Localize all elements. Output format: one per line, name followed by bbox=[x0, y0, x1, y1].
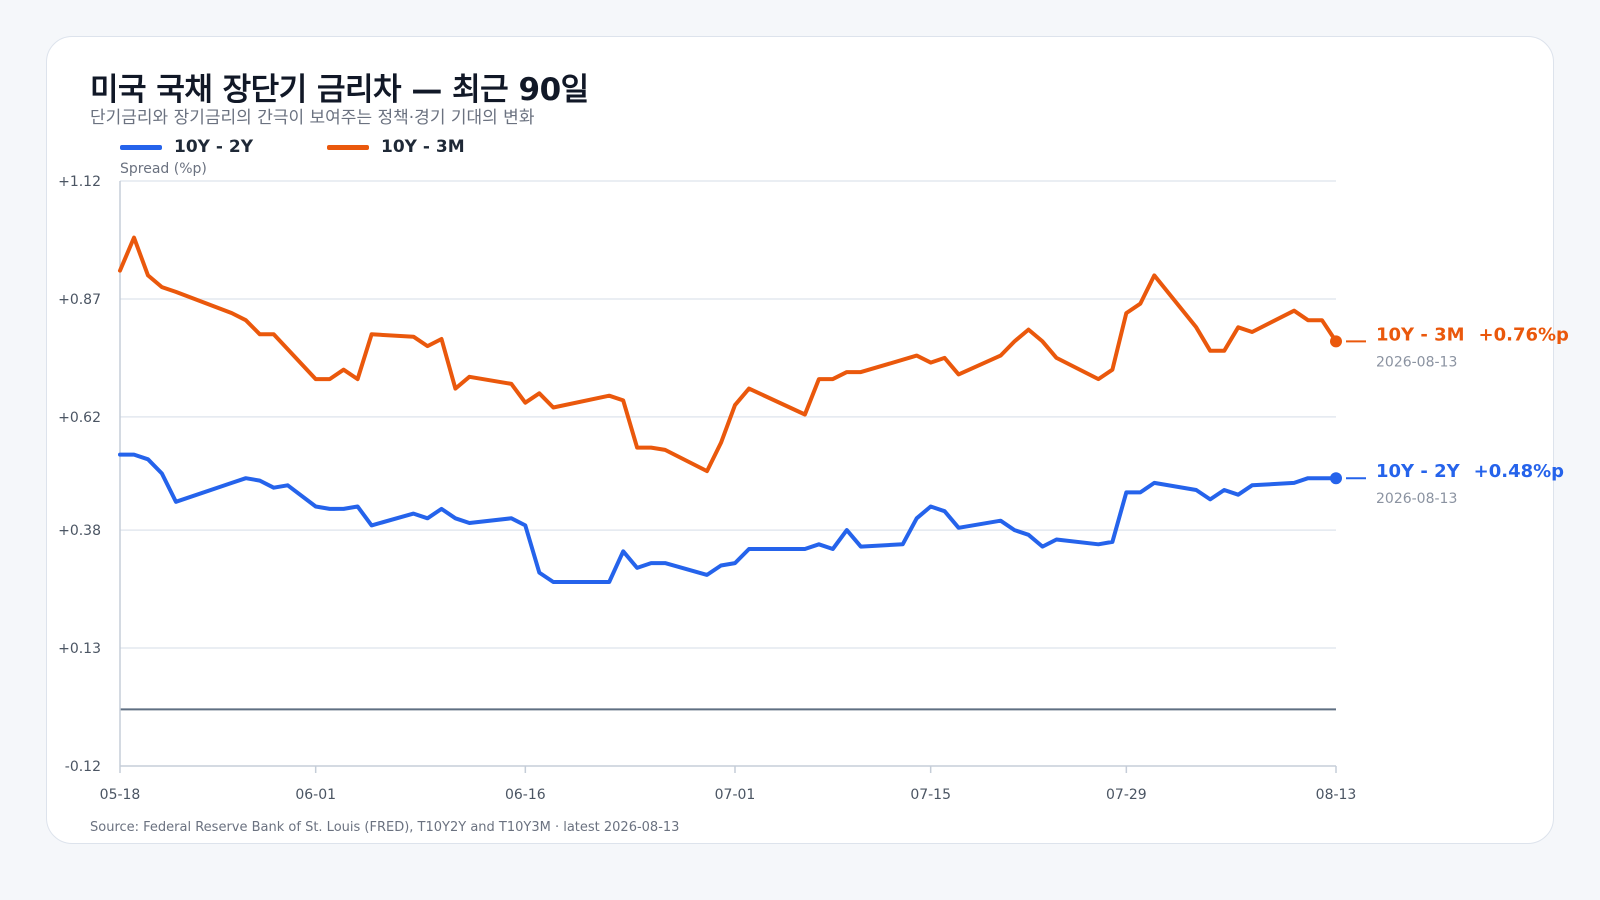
grid-lines bbox=[120, 180, 1336, 711]
legend-item-10y-3m[interactable]: 10Y - 3M bbox=[327, 137, 465, 157]
y-axis-label: Spread (%p) bbox=[120, 161, 207, 177]
end-date-10y-2y: 2026-08-13 bbox=[1376, 491, 1457, 507]
legend-label-10y-3m: 10Y - 3M bbox=[381, 137, 465, 157]
axes: -0.12 +0.13 +0.38 +0.62 +0.87 +1.12 05-18 06-01… bbox=[58, 174, 1356, 803]
end-point-10y-2y bbox=[1330, 472, 1342, 485]
end-label-10y-2y: 10Y - 2Y bbox=[1376, 461, 1461, 482]
end-label-10y-3m: 10Y - 3M bbox=[1376, 324, 1465, 345]
x-tick-label: 08-13 bbox=[1316, 787, 1357, 803]
y-tick-label: -0.12 bbox=[65, 759, 101, 775]
y-tick-label: +1.12 bbox=[58, 174, 101, 190]
legend-label-10y-2y: 10Y - 2Y bbox=[174, 137, 253, 157]
legend: 10Y - 2Y 10Y - 3M bbox=[120, 137, 539, 157]
end-labels: 10Y - 2Y +0.48%p 2026-08-13 10Y - 3M +0.76%p… bbox=[1346, 324, 1569, 507]
series-line-10y-3m bbox=[118, 235, 1338, 474]
series-lines bbox=[118, 235, 1342, 584]
chart-subtitle: 단기금리와 장기금리의 간극이 보여주는 정책·경기 기대의 변화 bbox=[90, 108, 535, 128]
x-tick-label: 06-16 bbox=[505, 787, 546, 803]
y-tick-label: +0.38 bbox=[58, 523, 101, 539]
legend-swatch-10y-2y bbox=[120, 144, 162, 150]
chart-title: 미국 국채 장단기 금리차 — 최근 90일 bbox=[90, 72, 589, 108]
end-date-10y-3m: 2026-08-13 bbox=[1376, 354, 1457, 370]
x-tick-label: 06-01 bbox=[295, 787, 336, 803]
series-line-10y-2y bbox=[118, 452, 1338, 584]
end-point-10y-3m bbox=[1330, 335, 1342, 348]
end-value-10y-3m: +0.76%p bbox=[1479, 324, 1570, 345]
end-value-10y-2y: +0.48%p bbox=[1474, 461, 1565, 482]
x-tick-label: 07-29 bbox=[1106, 787, 1147, 803]
legend-item-10y-2y[interactable]: 10Y - 2Y bbox=[120, 137, 253, 157]
x-tick-label: 07-15 bbox=[910, 787, 951, 803]
legend-swatch-10y-3m bbox=[327, 144, 369, 150]
x-tick-label: 07-01 bbox=[715, 787, 756, 803]
source-note: Source: Federal Reserve Bank of St. Loui… bbox=[90, 820, 680, 835]
y-tick-label: +0.62 bbox=[58, 410, 101, 426]
y-tick-label: +0.87 bbox=[58, 292, 101, 308]
y-tick-label: +0.13 bbox=[58, 641, 101, 657]
x-tick-label: 05-18 bbox=[100, 787, 141, 803]
